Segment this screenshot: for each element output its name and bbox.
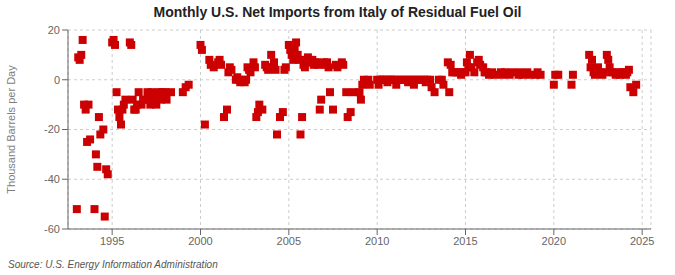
svg-text:-20: -20 (44, 123, 60, 135)
svg-text:0: 0 (54, 74, 60, 86)
html-text:Source: U.S. Energy Informatio: Source: U.S. Energy Information Administ… (8, 259, 218, 270)
svg-text:-40: -40 (44, 173, 60, 185)
svg-text:2025: 2025 (630, 235, 654, 247)
svg-text:Thousand Barrels per Day: Thousand Barrels per Day (8, 65, 17, 194)
svg-text:1995: 1995 (100, 235, 124, 247)
svg-text:2000: 2000 (188, 235, 212, 247)
svg-text:2010: 2010 (365, 235, 389, 247)
svg-text:2015: 2015 (453, 235, 477, 247)
svg-text:-60: -60 (44, 223, 60, 235)
html-text:Monthly U.S. Net Imports from: Monthly U.S. Net Imports from Italy of R… (153, 4, 522, 20)
svg-text:2020: 2020 (542, 235, 566, 247)
svg-text:20: 20 (48, 24, 60, 36)
svg-text:2005: 2005 (277, 235, 301, 247)
